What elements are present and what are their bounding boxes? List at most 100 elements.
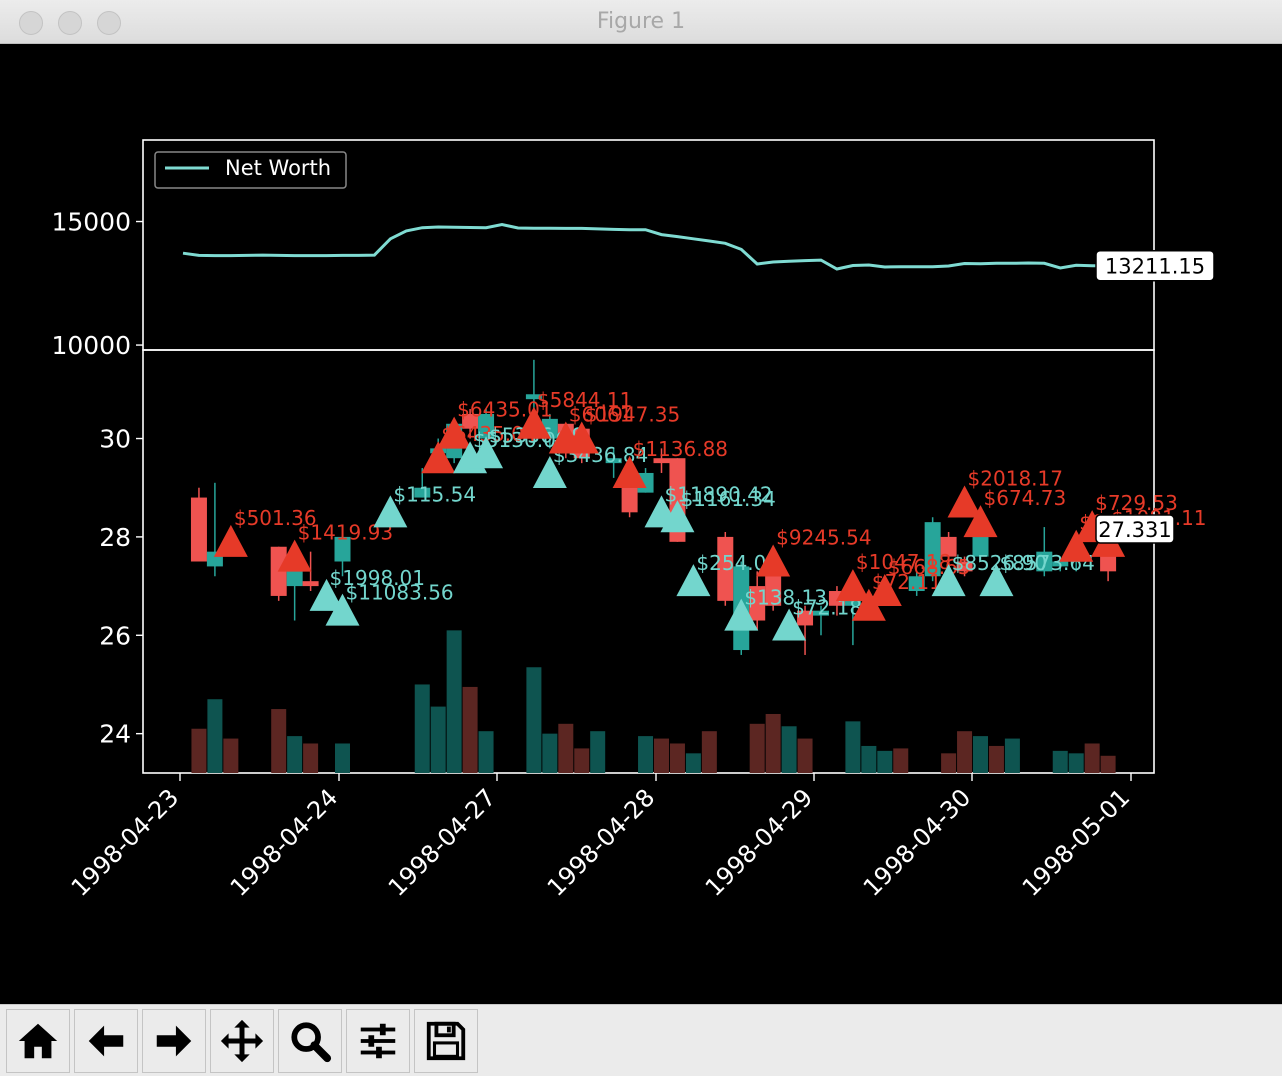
volume-bar (558, 723, 574, 773)
back-button[interactable] (74, 1009, 138, 1073)
x-tick-label: 1998-04-28 (542, 783, 660, 901)
trade-label: $11083.56 (346, 581, 454, 605)
close-window-button[interactable] (19, 11, 43, 35)
floppy-disk-icon (426, 1021, 466, 1061)
sell-marker (516, 406, 551, 439)
legend-box (154, 151, 347, 189)
volume-bar (861, 745, 877, 773)
candle-body (749, 586, 766, 621)
zoom-button[interactable] (278, 1009, 342, 1073)
home-button[interactable] (6, 1009, 70, 1073)
trade-label: $11890.42 (665, 482, 773, 506)
volume-bar (765, 713, 781, 773)
minimize-window-button[interactable] (58, 11, 82, 35)
volume-bar (574, 748, 590, 773)
net-worth-line (182, 222, 1109, 271)
trade-label: $2018.17 (968, 466, 1063, 490)
pan-button[interactable] (210, 1009, 274, 1073)
buy-marker (532, 455, 567, 488)
y-tick-label: 15000 (51, 208, 131, 237)
volume-bar (303, 743, 319, 773)
move-icon (220, 1019, 264, 1063)
volume-bar (654, 738, 669, 773)
volume-bar (430, 706, 446, 773)
volume-bar (669, 743, 685, 773)
sell-marker (1059, 529, 1094, 562)
volume-bar (191, 728, 207, 773)
sell-marker (835, 569, 870, 602)
buy-marker (325, 593, 360, 626)
buy-marker (373, 495, 408, 528)
trade-label: $1947.35 (585, 403, 680, 427)
net-worth-value-box (1095, 249, 1215, 282)
configure-subplots-button[interactable] (346, 1009, 410, 1073)
sliders-icon (360, 1023, 396, 1059)
candle-body (605, 458, 622, 464)
volume-bar (335, 743, 350, 773)
trade-label: $1047.18 (856, 550, 951, 574)
buy-marker (660, 500, 695, 533)
volume-bar (845, 721, 861, 773)
candle-body (462, 413, 479, 429)
candle-body (478, 413, 495, 439)
volume-bar (526, 667, 542, 773)
title-bar: Figure 1 (0, 0, 1282, 44)
volume-bar (957, 731, 973, 773)
volume-bar (207, 699, 223, 773)
x-tick-label: 1998-04-30 (858, 783, 976, 901)
buy-marker (469, 436, 504, 469)
candle-body (908, 576, 925, 592)
save-button[interactable] (414, 1009, 478, 1073)
forward-button[interactable] (142, 1009, 206, 1073)
price-value-label: 27.331 (1098, 518, 1171, 542)
x-tick-label: 1998-04-29 (700, 783, 818, 901)
volume-bar (223, 738, 239, 773)
buy-marker (309, 578, 344, 611)
y-tick-label: 30 (99, 425, 131, 454)
sell-marker (277, 539, 312, 572)
net-worth-value-label: 13211.15 (1105, 255, 1205, 279)
candle-body (1052, 561, 1069, 567)
volume-bar (877, 750, 893, 773)
candle-body (797, 610, 814, 626)
volume-bar (893, 748, 909, 773)
sell-marker (437, 416, 472, 449)
volume-bar (797, 738, 813, 773)
y-tick-label: 28 (99, 523, 131, 552)
sell-marker (612, 455, 647, 488)
candle-body (956, 561, 973, 572)
sell-marker (421, 441, 456, 474)
volume-bar (685, 753, 701, 773)
candle-body (940, 536, 957, 557)
volume-bar (478, 731, 494, 773)
price-value-box (1095, 514, 1175, 544)
candle-body (717, 536, 734, 601)
volume-bar (941, 753, 957, 773)
volume-bar (446, 630, 462, 773)
sell-marker (947, 485, 982, 518)
volume-bar (988, 745, 1004, 773)
home-icon (18, 1023, 58, 1059)
window-title: Figure 1 (596, 9, 686, 34)
arrow-left-icon (88, 1025, 124, 1057)
volume-bar (781, 726, 797, 773)
sell-marker (963, 505, 998, 538)
volume-bar (1100, 755, 1116, 773)
x-tick-label: 1998-04-23 (66, 783, 184, 901)
candle-body (525, 394, 542, 400)
candle-body (302, 581, 319, 587)
magnifier-icon (291, 1022, 332, 1063)
buy-marker (676, 564, 711, 597)
trade-label: $9245.54 (776, 526, 871, 550)
candle-body (414, 487, 431, 498)
trade-label: $729.53 (1095, 491, 1178, 515)
x-tick-label: 1998-05-01 (1017, 783, 1135, 901)
trade-label: $674.73 (984, 486, 1067, 510)
maximize-window-button[interactable] (97, 11, 121, 35)
y-tick-label: 10000 (51, 331, 131, 360)
x-tick-label: 1998-04-24 (225, 783, 343, 901)
volume-bar (462, 686, 478, 773)
trade-label: $501.36 (234, 506, 317, 530)
